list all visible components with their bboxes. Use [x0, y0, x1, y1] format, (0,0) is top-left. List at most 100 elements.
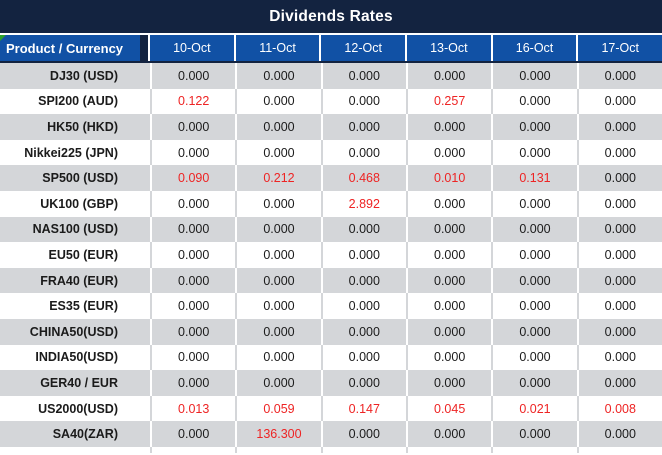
dividend-value-cell: 0.000 — [320, 242, 406, 268]
cell-corner-flag-icon — [0, 35, 6, 41]
dividend-value-cell: 0.045 — [405, 395, 492, 422]
table-row: SPI200 (AUD) 0.122 0.000 0.000 0.257 0.000 0.0… — [0, 88, 662, 115]
dividend-value-cell: 0.000 — [320, 63, 406, 89]
dividend-value-cell: 0.000 — [320, 421, 406, 447]
dividend-value-cell: 0.000 — [405, 139, 492, 166]
date-header-group: 10-Oct 11-Oct 12-Oct 13-Oct 16-Oct 17-Oct — [148, 35, 662, 61]
dividend-value-cell: 0.000 — [235, 88, 321, 115]
dividend-value-cell: 0.000 — [405, 242, 492, 268]
dividend-value-cell: 0.000 — [576, 190, 662, 217]
cutoff-value-cell — [576, 447, 662, 453]
product-cell: GER40 / EUR — [0, 370, 150, 396]
dividend-value-cell: 0.000 — [491, 63, 577, 89]
dividend-value-cell: 0.000 — [320, 293, 406, 319]
dividend-value-cell: 0.212 — [235, 165, 321, 191]
table-row: UK100 (GBP) 0.000 0.000 2.892 0.000 0.000 0.00… — [0, 190, 662, 217]
product-cell: ES35 (EUR) — [0, 293, 150, 319]
dividend-value-cell: 0.000 — [491, 114, 577, 140]
dividend-value-cell: 0.000 — [320, 114, 406, 140]
dividend-value-cell: 0.000 — [405, 370, 492, 396]
dividend-value-cell: 0.000 — [576, 63, 662, 89]
dividend-value-cell: 0.000 — [235, 242, 321, 268]
panel-title: Dividends Rates — [0, 0, 662, 33]
dividend-value-cell: 0.000 — [491, 88, 577, 115]
dividend-value-cell: 0.000 — [150, 242, 236, 268]
dividend-value-cell: 0.000 — [235, 114, 321, 140]
dividend-value-cell: 0.000 — [405, 267, 492, 294]
product-cell: CHINA50(USD) — [0, 318, 150, 345]
product-cell: DJ30 (USD) — [0, 63, 150, 89]
dividend-value-cell: 0.090 — [150, 165, 236, 191]
product-cell: INDIA50(USD) — [0, 344, 150, 371]
dividend-value-cell: 0.000 — [320, 370, 406, 396]
product-cell: FRA40 (EUR) — [0, 267, 150, 294]
date-column-header: 10-Oct — [148, 35, 234, 61]
dividend-value-cell: 0.000 — [576, 421, 662, 447]
product-cell: SP500 (USD) — [0, 165, 150, 191]
date-column-header: 17-Oct — [576, 35, 662, 61]
date-column-header: 16-Oct — [490, 35, 577, 61]
dividend-value-cell: 0.000 — [405, 216, 492, 243]
dividend-value-cell: 136.300 — [235, 421, 321, 447]
dividend-value-cell: 0.000 — [150, 267, 236, 294]
dividend-value-cell: 0.000 — [235, 370, 321, 396]
header-spacer — [140, 35, 148, 61]
dividend-value-cell: 0.468 — [320, 165, 406, 191]
dividend-value-cell: 0.000 — [576, 114, 662, 140]
dividend-value-cell: 0.000 — [150, 318, 236, 345]
dividend-value-cell: 0.000 — [491, 267, 577, 294]
table-row: INDIA50(USD) 0.000 0.000 0.000 0.000 0.000 0.0… — [0, 344, 662, 371]
dividend-value-cell: 0.000 — [235, 216, 321, 243]
dividend-value-cell: 0.000 — [235, 139, 321, 166]
product-cell: UK100 (GBP) — [0, 190, 150, 217]
table-body: DJ30 (USD) 0.000 0.000 0.000 0.000 0.000 0.000… — [0, 63, 662, 447]
title-divider — [0, 33, 662, 35]
product-currency-header-label: Product / Currency — [6, 40, 124, 56]
dividend-value-cell: 2.892 — [320, 190, 406, 217]
product-cell: Nikkei225 (JPN) — [0, 139, 150, 166]
dividend-value-cell: 0.257 — [405, 88, 492, 115]
dividend-value-cell: 0.000 — [405, 63, 492, 89]
dividend-value-cell: 0.000 — [491, 293, 577, 319]
product-cell: NAS100 (USD) — [0, 216, 150, 243]
dividend-value-cell: 0.000 — [491, 242, 577, 268]
dividend-value-cell: 0.000 — [150, 190, 236, 217]
dividend-value-cell: 0.000 — [150, 421, 236, 447]
dividend-value-cell: 0.000 — [576, 165, 662, 191]
dividend-value-cell: 0.000 — [405, 293, 492, 319]
table-row: DJ30 (USD) 0.000 0.000 0.000 0.000 0.000 0.000 — [0, 63, 662, 89]
dividend-value-cell: 0.013 — [150, 395, 236, 422]
dividend-value-cell: 0.000 — [235, 344, 321, 371]
dividend-value-cell: 0.000 — [491, 421, 577, 447]
cutoff-value-cell — [405, 447, 491, 453]
dividend-value-cell: 0.000 — [320, 344, 406, 371]
dividend-value-cell: 0.000 — [320, 216, 406, 243]
dividend-value-cell: 0.000 — [405, 318, 492, 345]
dividend-value-cell: 0.000 — [491, 318, 577, 345]
date-column-header: 11-Oct — [233, 35, 320, 61]
table-row: Nikkei225 (JPN) 0.000 0.000 0.000 0.000 0.000… — [0, 139, 662, 166]
dividend-value-cell: 0.000 — [320, 139, 406, 166]
dividend-value-cell: 0.059 — [235, 395, 321, 422]
product-cell: SA40(ZAR) — [0, 421, 150, 447]
dividend-value-cell: 0.000 — [576, 88, 662, 115]
cutoff-value-cell — [235, 447, 320, 453]
product-cell: US2000(USD) — [0, 395, 150, 422]
table-header-row: Product / Currency 10-Oct 11-Oct 12-Oct 13-… — [0, 35, 662, 63]
dividend-value-cell: 0.000 — [150, 114, 236, 140]
dividend-value-cell: 0.000 — [491, 190, 577, 217]
dividend-value-cell: 0.000 — [235, 267, 321, 294]
dividend-value-cell: 0.000 — [150, 344, 236, 371]
dividend-value-cell: 0.000 — [576, 216, 662, 243]
table-row: FRA40 (EUR) 0.000 0.000 0.000 0.000 0.000 0.00… — [0, 267, 662, 294]
dividend-value-cell: 0.000 — [576, 242, 662, 268]
dividend-value-cell: 0.000 — [150, 63, 236, 89]
table-row: SP500 (USD) 0.090 0.212 0.468 0.010 0.131 0.00… — [0, 165, 662, 191]
dividend-value-cell: 0.000 — [576, 139, 662, 166]
table-row: HK50 (HKD) 0.000 0.000 0.000 0.000 0.000 0.000 — [0, 114, 662, 140]
dividend-value-cell: 0.000 — [405, 344, 492, 371]
dividend-value-cell: 0.000 — [150, 293, 236, 319]
dividend-value-cell: 0.000 — [576, 370, 662, 396]
table-row: EU50 (EUR) 0.000 0.000 0.000 0.000 0.000 0.000 — [0, 242, 662, 268]
